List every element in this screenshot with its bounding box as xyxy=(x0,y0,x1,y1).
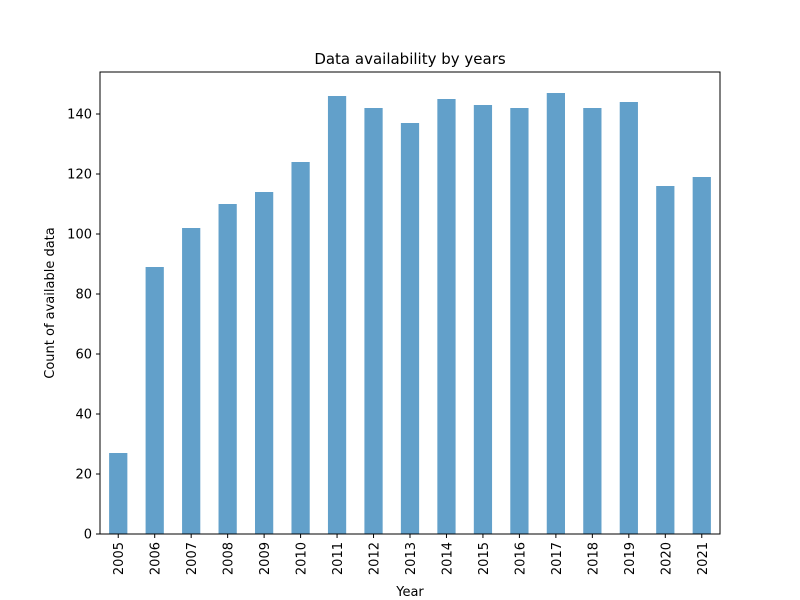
bar-2012 xyxy=(364,108,383,534)
x-tick-label: 2007 xyxy=(185,542,200,575)
plot-frame xyxy=(99,71,721,535)
x-tick-label: 2013 xyxy=(404,542,419,575)
y-axis-label: Count of available data xyxy=(43,227,58,379)
x-tick-label: 2016 xyxy=(513,542,528,575)
bar-2006 xyxy=(145,267,164,534)
x-tick-label: 2012 xyxy=(368,542,383,575)
y-tick-label: 100 xyxy=(67,228,92,243)
x-tick-label: 2014 xyxy=(440,542,455,575)
y-tick-label: 120 xyxy=(67,168,92,183)
x-tick-label: 2018 xyxy=(586,542,601,575)
bar-2011 xyxy=(327,96,347,534)
y-tick-label: 0 xyxy=(84,528,92,543)
x-tick-label: 2008 xyxy=(222,542,237,575)
x-tick-label: 2006 xyxy=(149,542,164,575)
bar-2018 xyxy=(583,108,602,534)
bar-2007 xyxy=(182,228,201,534)
bar-2005 xyxy=(109,453,128,534)
y-axis-ticks: 0 20 40 60 80 100 120 140 xyxy=(67,108,100,543)
y-tick-label: 40 xyxy=(75,408,92,423)
x-tick-label: 2021 xyxy=(696,542,711,575)
x-tick-label: 2009 xyxy=(258,542,273,575)
bar-2021 xyxy=(692,177,711,534)
x-tick-label: 2019 xyxy=(623,542,638,575)
bar-2016 xyxy=(510,108,529,534)
bar-2017 xyxy=(546,93,565,534)
y-tick-label: 60 xyxy=(75,348,92,363)
bar-2009 xyxy=(255,192,274,534)
x-tick-label: 2011 xyxy=(331,542,346,575)
chart-title: Data availability by years xyxy=(314,50,506,68)
bar-2015 xyxy=(473,105,493,534)
x-tick-label: 2020 xyxy=(659,542,674,575)
x-axis-label: Year xyxy=(395,585,424,600)
bar-2008 xyxy=(218,204,237,534)
bars-group xyxy=(109,93,711,534)
x-tick-label: 2017 xyxy=(550,542,565,575)
bar-2013 xyxy=(400,123,420,534)
bar-2014 xyxy=(437,99,456,534)
x-axis-ticks: 2005 2006 2007 2008 2009 2010 2011 2012 2013 2014… xyxy=(112,534,711,575)
x-tick-label: 2010 xyxy=(295,542,310,575)
y-tick-label: 140 xyxy=(67,108,92,123)
y-tick-label: 80 xyxy=(75,288,92,303)
y-tick-label: 20 xyxy=(75,468,92,483)
x-tick-label: 2015 xyxy=(477,542,492,575)
bar-2019 xyxy=(619,102,638,534)
bar-2020 xyxy=(656,186,675,534)
bar-2010 xyxy=(291,162,310,534)
x-tick-label: 2005 xyxy=(112,542,127,575)
